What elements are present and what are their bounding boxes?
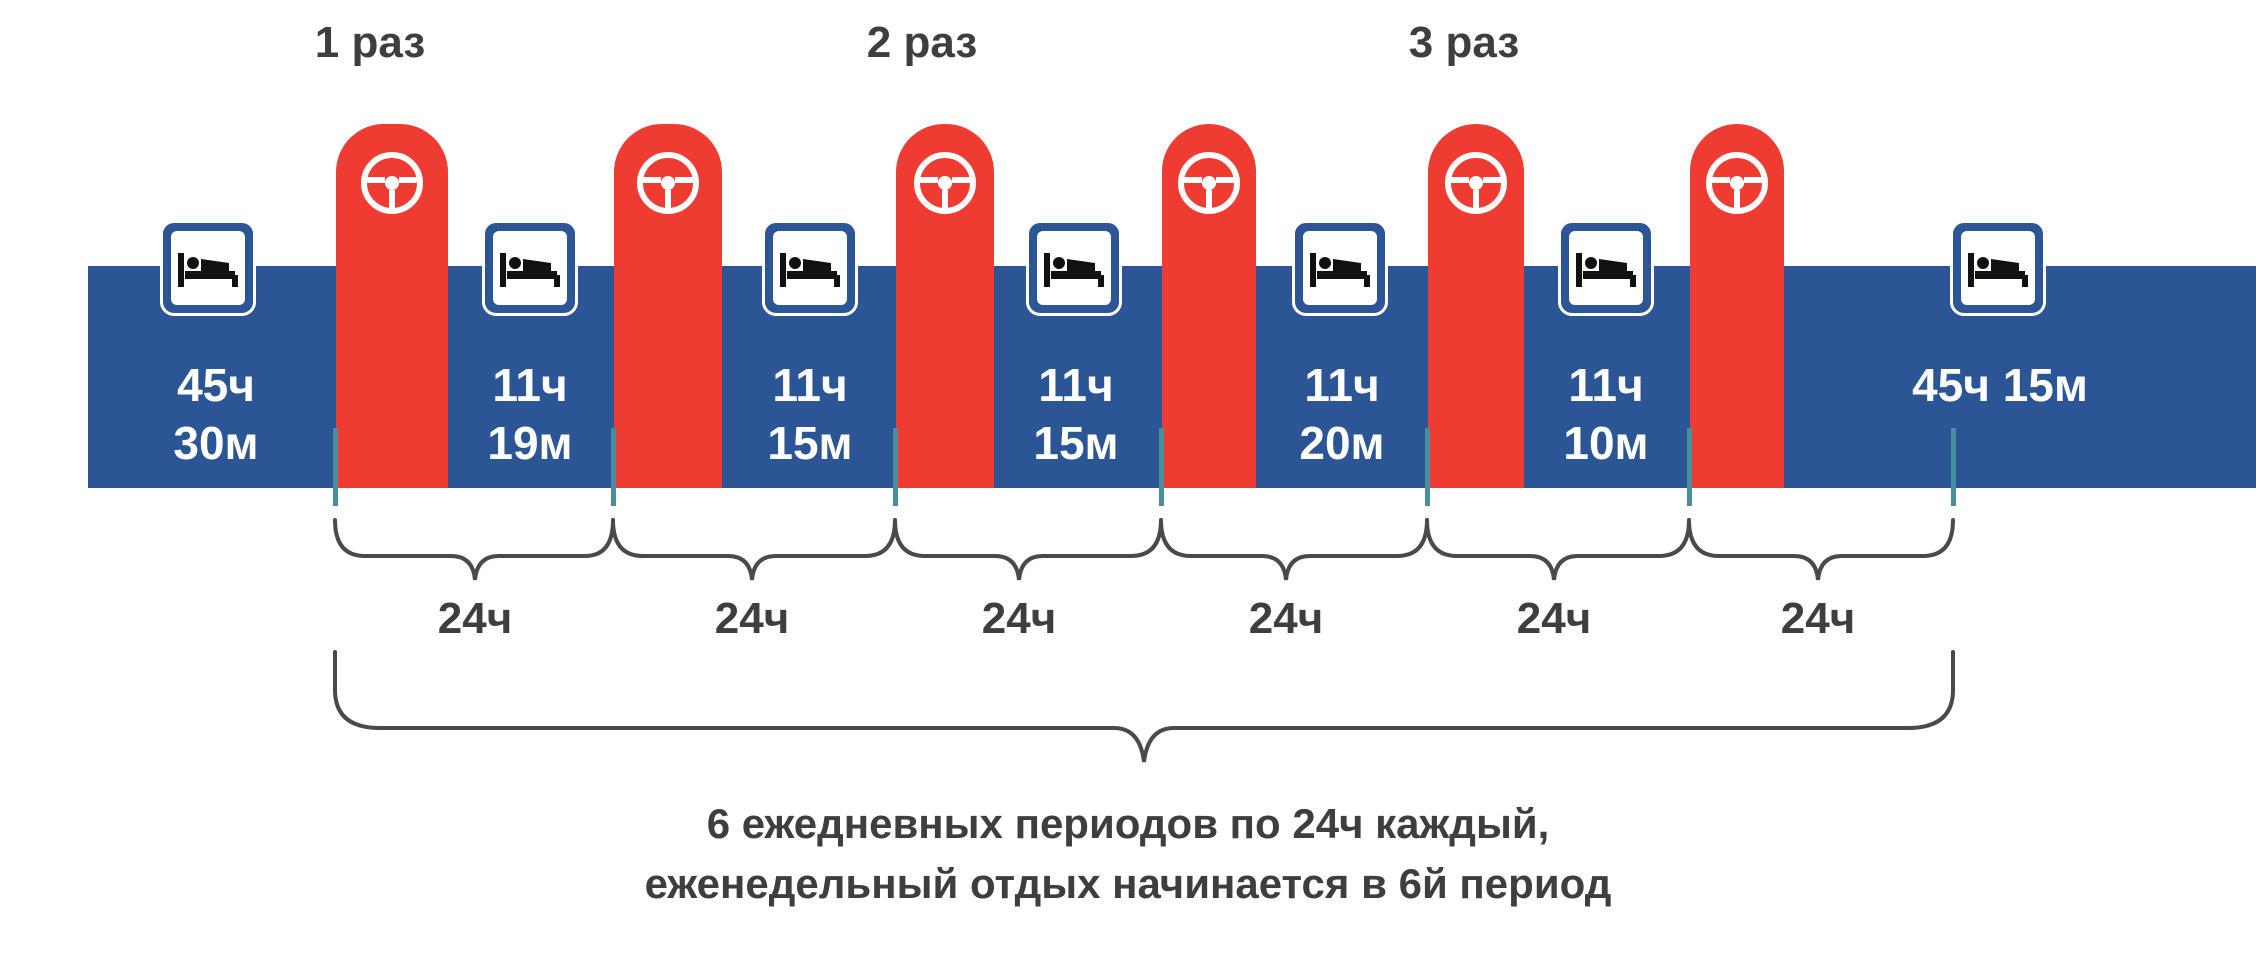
bed-icon — [1950, 220, 2046, 316]
period-tick — [611, 428, 616, 506]
day-label-6: 24ч — [1780, 594, 1856, 643]
period-tick — [1951, 428, 1956, 506]
period-tick — [333, 428, 338, 506]
rest-duration-minutes: 15м — [767, 417, 853, 469]
caption-line-1: 6 ежедневных периодов по 24ч каждый, — [706, 800, 1550, 847]
rest-duration-hours: 45ч — [177, 359, 255, 411]
day-label-5: 24ч — [1516, 594, 1592, 643]
period-tick — [1687, 428, 1692, 506]
driving-period-5 — [1428, 124, 1524, 488]
rest-duration-hours: 11ч — [1304, 359, 1380, 411]
day-brace-5 — [1425, 518, 1691, 581]
run-label-3: 3 раз — [1408, 18, 1520, 67]
day-label-1: 24ч — [437, 594, 513, 643]
day-label-4: 24ч — [1248, 594, 1324, 643]
bed-icon — [1026, 220, 1122, 316]
rest-duration-minutes: 10м — [1563, 417, 1649, 469]
driving-period-1 — [336, 124, 448, 488]
day-label-3: 24ч — [981, 594, 1057, 643]
steering-wheel-icon — [1178, 152, 1240, 214]
rest-duration-hours: 11ч — [1038, 359, 1114, 411]
driving-period-6 — [1690, 124, 1784, 488]
run-label-1: 1 раз — [314, 18, 426, 67]
bed-icon — [160, 220, 256, 316]
run-label-2: 2 раз — [866, 18, 978, 67]
driving-period-3 — [896, 124, 994, 488]
day-brace-6 — [1687, 518, 1955, 581]
rest-duration-hours: 11ч — [772, 359, 848, 411]
day-brace-4 — [1159, 518, 1429, 581]
steering-wheel-icon — [914, 152, 976, 214]
day-brace-2 — [611, 518, 897, 581]
caption-line-2: еженедельный отдых начинается в 6й перио… — [644, 860, 1612, 907]
rest-duration-3: 11ч 15м — [740, 356, 880, 472]
rest-duration-6: 11ч 10м — [1536, 356, 1676, 472]
steering-wheel-icon — [637, 152, 699, 214]
rest-duration-hours: 45ч 15м — [1912, 359, 2088, 411]
rest-duration-7: 45ч 15м — [1880, 356, 2120, 414]
driving-period-4 — [1162, 124, 1256, 488]
rest-duration-2: 11ч 19м — [460, 356, 600, 472]
steering-wheel-icon — [1706, 152, 1768, 214]
bed-icon — [1292, 220, 1388, 316]
rest-duration-minutes: 20м — [1299, 417, 1385, 469]
bed-icon — [482, 220, 578, 316]
rest-duration-hours: 11ч — [492, 359, 568, 411]
rest-duration-minutes: 30м — [173, 417, 259, 469]
bed-icon — [762, 220, 858, 316]
period-tick — [1159, 428, 1164, 506]
steering-wheel-icon — [1445, 152, 1507, 214]
rest-duration-hours: 11ч — [1568, 359, 1644, 411]
day-brace-1 — [333, 518, 615, 581]
rest-duration-minutes: 15м — [1033, 417, 1119, 469]
rest-duration-1: 45ч 30м — [146, 356, 286, 472]
bed-icon — [1558, 220, 1654, 316]
day-brace-3 — [893, 518, 1163, 581]
week-brace — [333, 650, 1955, 763]
rest-duration-4: 11ч 15м — [1006, 356, 1146, 472]
period-tick — [1425, 428, 1430, 506]
driving-period-2 — [614, 124, 722, 488]
steering-wheel-icon — [361, 152, 423, 214]
day-label-2: 24ч — [714, 594, 790, 643]
rest-duration-5: 11ч 20м — [1272, 356, 1412, 472]
period-tick — [893, 428, 898, 506]
rest-duration-minutes: 19м — [487, 417, 573, 469]
